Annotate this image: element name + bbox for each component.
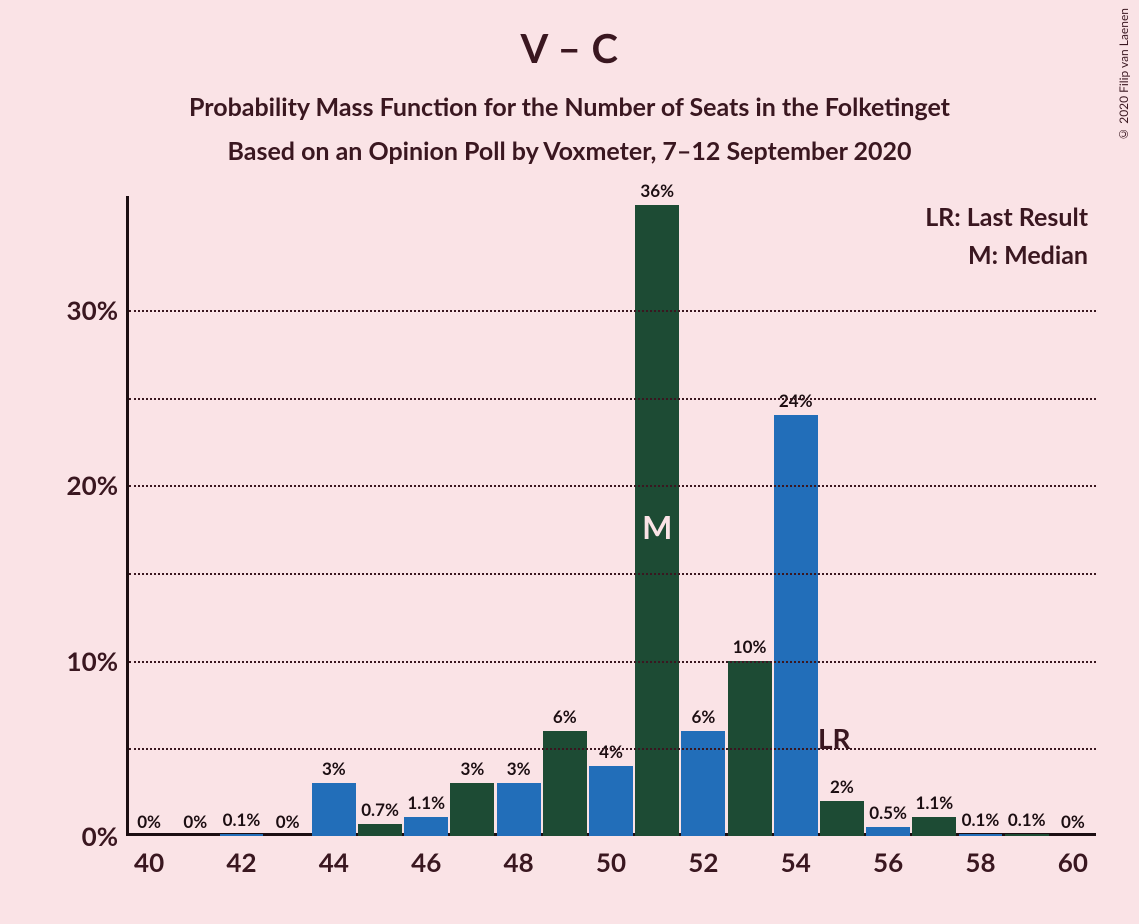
bar-value-label: 0.1% bbox=[1008, 809, 1046, 830]
copyright-notice: © 2020 Filip van Laenen bbox=[1116, 8, 1131, 142]
y-tick-label: 0% bbox=[40, 820, 118, 852]
bar-value-label: 4% bbox=[599, 741, 623, 762]
subtitle-line-1: Probability Mass Function for the Number… bbox=[0, 92, 1139, 122]
subtitle-line-2: Based on an Opinion Poll by Voxmeter, 7–… bbox=[0, 136, 1139, 166]
plot-area: LR: Last Result M: Median 0% 0% 0.1% 0% 3% 0.… bbox=[126, 196, 1096, 836]
bar bbox=[497, 783, 541, 836]
bar bbox=[866, 827, 910, 836]
bar-value-label: 0.7% bbox=[361, 799, 399, 820]
x-tick-label: 44 bbox=[319, 846, 349, 878]
bar bbox=[820, 801, 864, 836]
title-block: V – C Probability Mass Function for the … bbox=[0, 0, 1139, 166]
bar-value-label: 0% bbox=[137, 811, 161, 832]
x-tick-label: 56 bbox=[873, 846, 903, 878]
grid-line bbox=[129, 485, 1096, 487]
bar bbox=[681, 731, 725, 836]
bar-value-label: 1.1% bbox=[915, 792, 953, 813]
bar-value-label: 24% bbox=[779, 390, 813, 411]
x-tick-label: 42 bbox=[226, 846, 256, 878]
y-tick-label: 20% bbox=[40, 469, 118, 501]
x-tick-label: 40 bbox=[134, 846, 164, 878]
x-tick-label: 58 bbox=[965, 846, 995, 878]
main-title: V – C bbox=[0, 24, 1139, 72]
bar-value-label: 6% bbox=[691, 706, 715, 727]
bar-value-label: 3% bbox=[322, 758, 346, 779]
bar-value-label: 1.1% bbox=[407, 792, 445, 813]
pmf-bar-chart: LR: Last Result M: Median 0% 0% 0.1% 0% 3% 0.… bbox=[40, 196, 1110, 896]
bar-value-label: 0% bbox=[183, 811, 207, 832]
grid-line bbox=[129, 748, 1096, 750]
median-marker: M bbox=[642, 507, 672, 546]
bar bbox=[1005, 834, 1049, 836]
bar bbox=[774, 415, 818, 836]
bar-value-label: 0.1% bbox=[223, 809, 261, 830]
bar bbox=[358, 824, 402, 836]
bar-value-label: 36% bbox=[640, 180, 674, 201]
bar bbox=[959, 834, 1003, 836]
bar bbox=[404, 817, 448, 836]
legend-lr: LR: Last Result bbox=[925, 202, 1088, 232]
x-tick-label: 46 bbox=[411, 846, 441, 878]
grid-line bbox=[129, 398, 1096, 400]
bar-value-label: 0.1% bbox=[962, 809, 1000, 830]
bar bbox=[912, 817, 956, 836]
bar-value-label: 0.5% bbox=[869, 802, 907, 823]
bar-value-label: 0% bbox=[1061, 811, 1085, 832]
legend: LR: Last Result M: Median bbox=[925, 202, 1088, 278]
bar bbox=[312, 783, 356, 836]
x-tick-label: 54 bbox=[781, 846, 811, 878]
x-tick-label: 48 bbox=[504, 846, 534, 878]
x-tick-label: 60 bbox=[1058, 846, 1088, 878]
grid-line bbox=[129, 310, 1096, 312]
x-tick-label: 52 bbox=[688, 846, 718, 878]
bar bbox=[450, 783, 494, 836]
bar-value-label: 3% bbox=[461, 758, 485, 779]
bar-value-label: 10% bbox=[733, 636, 767, 657]
y-tick-label: 30% bbox=[40, 294, 118, 326]
y-tick-label: 10% bbox=[40, 645, 118, 677]
bar bbox=[543, 731, 587, 836]
bar-value-label: 0% bbox=[276, 811, 300, 832]
bar-value-label: 2% bbox=[830, 776, 854, 797]
grid-line bbox=[129, 661, 1096, 663]
bar-value-label: 6% bbox=[553, 706, 577, 727]
grid-line bbox=[129, 573, 1096, 575]
bar-value-label: 3% bbox=[507, 758, 531, 779]
legend-m: M: Median bbox=[925, 240, 1088, 270]
bar bbox=[220, 834, 264, 836]
bar bbox=[589, 766, 633, 836]
x-tick-label: 50 bbox=[596, 846, 626, 878]
